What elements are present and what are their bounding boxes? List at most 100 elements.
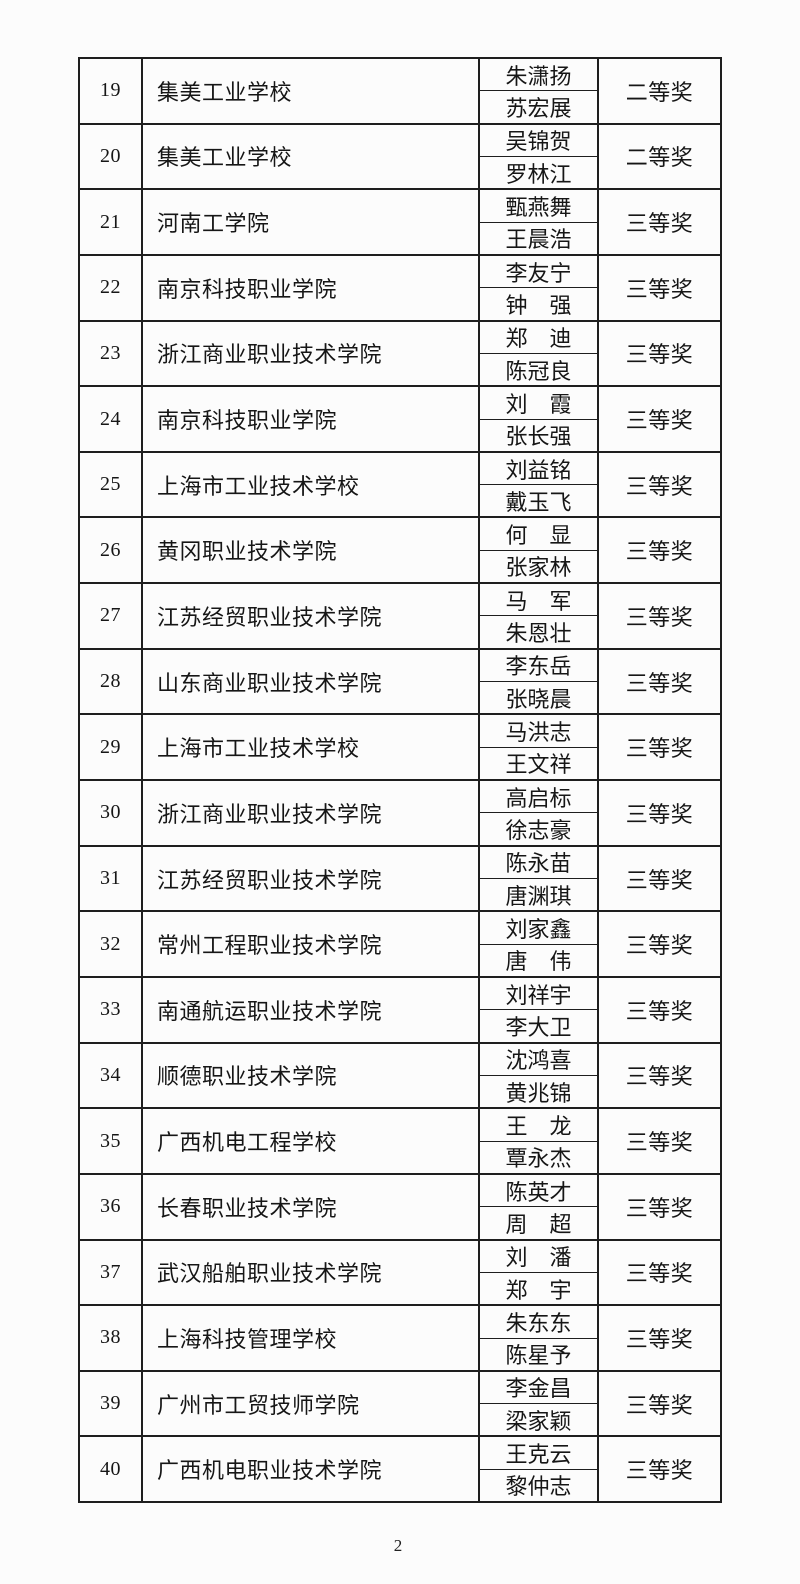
member-name-2: 陈星予 [505,1343,572,1369]
member-name-2: 黎仲志 [505,1474,572,1500]
rank-cell: 29 [80,715,143,780]
table-row: 37 武汉船舶职业技术学院 刘 潘 郑 宇 三等奖 [80,1240,720,1307]
table-row: 25 上海市工业技术学校 刘益铭 戴玉飞 三等奖 [80,452,720,519]
rank-cell: 26 [80,518,143,583]
member-name-1: 沈鸿喜 [480,1044,597,1076]
members-cell: 郑 迪 陈冠良 [480,321,599,386]
rank-cell: 30 [80,781,143,845]
table-row: 32 常州工程职业技术学院 刘家鑫 唐 伟 三等奖 [80,912,720,978]
members-cell: 朱潇扬 苏宏展 [480,59,599,123]
member-name-2: 陈冠良 [505,358,572,384]
table-row: 20 集美工业学校 吴锦贺 罗林江 二等奖 [80,124,720,191]
member-name-1: 马洪志 [480,715,597,748]
members-cell: 李东岳 张晓晨 [480,649,599,714]
member-name-1: 李友宁 [480,256,597,289]
rank-cell: 40 [80,1437,143,1502]
award-cell: 三等奖 [625,1458,694,1484]
award-cell: 三等奖 [625,736,694,762]
award-cell: 三等奖 [625,933,694,959]
rank-cell: 19 [80,59,143,123]
table-row: 27 江苏经贸职业技术学院 马 军 朱恩壮 三等奖 [80,584,720,650]
member-name-2: 唐渊琪 [505,883,572,909]
member-name-2: 苏宏展 [505,96,572,121]
award-cell: 三等奖 [625,1130,694,1156]
school-cell: 南京科技职业学院 [143,387,480,451]
award-cell: 二等奖 [625,145,694,171]
school-cell: 武汉船舶职业技术学院 [143,1240,480,1305]
member-name-1: 甄燕舞 [480,190,597,223]
table-row: 30 浙江商业职业技术学院 高启标 徐志豪 三等奖 [80,781,720,847]
rank-cell: 39 [80,1371,143,1436]
school-cell: 上海市工业技术学校 [143,452,480,517]
table-row: 28 山东商业职业技术学院 李东岳 张晓晨 三等奖 [80,649,720,716]
members-cell: 刘益铭 戴玉飞 [480,452,599,517]
table-row: 34 顺德职业技术学院 沈鸿喜 黄兆锦 三等奖 [80,1043,720,1110]
member-name-1: 吴锦贺 [480,125,597,157]
table-row: 21 河南工学院 甄燕舞 王晨浩 三等奖 [80,190,720,256]
award-cell: 三等奖 [625,1064,694,1090]
member-name-1: 刘家鑫 [480,912,597,945]
member-name-2: 朱恩壮 [505,621,572,647]
member-name-1: 陈英才 [480,1175,597,1208]
members-cell: 吴锦贺 罗林江 [480,124,599,189]
member-name-1: 何 显 [480,518,597,551]
school-cell: 河南工学院 [143,190,480,254]
member-name-2: 张晓晨 [505,686,572,712]
member-name-1: 朱潇扬 [480,59,597,92]
table-row: 24 南京科技职业学院 刘 霞 张长强 三等奖 [80,387,720,453]
table-row: 29 上海市工业技术学校 马洪志 王文祥 三等奖 [80,715,720,782]
table-row: 39 广州市工贸技师学院 李金昌 梁家颖 三等奖 [80,1371,720,1438]
award-cell: 三等奖 [625,801,694,827]
member-name-2: 周 超 [505,1211,572,1237]
table-row: 38 上海科技管理学校 朱东东 陈星予 三等奖 [80,1306,720,1372]
rank-cell: 33 [80,977,143,1042]
school-cell: 山东商业职业技术学院 [143,649,480,714]
members-cell: 刘 潘 郑 宇 [480,1240,599,1305]
award-cell: 二等奖 [625,79,694,105]
rank-cell: 28 [80,649,143,714]
member-name-2: 黄兆锦 [505,1080,572,1106]
members-cell: 朱东东 陈星予 [480,1306,599,1370]
school-cell: 广西机电工程学校 [143,1109,480,1173]
member-name-1: 王克云 [480,1437,597,1470]
table-row: 23 浙江商业职业技术学院 郑 迪 陈冠良 三等奖 [80,321,720,388]
rank-cell: 31 [80,846,143,911]
rank-cell: 21 [80,190,143,254]
award-cell: 三等奖 [625,604,694,630]
member-name-1: 马 军 [480,584,597,617]
table-row: 33 南通航运职业技术学院 刘祥宇 李大卫 三等奖 [80,977,720,1044]
member-name-2: 梁家颖 [505,1408,572,1434]
members-cell: 王 龙 覃永杰 [480,1109,599,1173]
rank-cell: 38 [80,1306,143,1370]
school-cell: 上海科技管理学校 [143,1306,480,1370]
members-cell: 李友宁 钟 强 [480,255,599,320]
member-name-2: 李大卫 [505,1014,572,1040]
table-row: 40 广西机电职业技术学院 王克云 黎仲志 三等奖 [80,1437,720,1502]
rank-cell: 24 [80,387,143,451]
award-cell: 三等奖 [625,473,694,499]
member-name-1: 王 龙 [480,1109,597,1142]
member-name-2: 覃永杰 [505,1146,572,1172]
members-cell: 刘家鑫 唐 伟 [480,912,599,976]
school-cell: 南通航运职业技术学院 [143,977,480,1042]
rank-cell: 35 [80,1109,143,1173]
award-cell: 三等奖 [625,670,694,696]
rank-cell: 25 [80,452,143,517]
rank-cell: 23 [80,321,143,386]
school-cell: 广州市工贸技师学院 [143,1371,480,1436]
award-cell: 三等奖 [625,867,694,893]
award-cell: 三等奖 [625,1326,694,1352]
members-cell: 陈永苗 唐渊琪 [480,846,599,911]
school-cell: 浙江商业职业技术学院 [143,781,480,845]
school-cell: 江苏经贸职业技术学院 [143,846,480,911]
member-name-1: 刘祥宇 [480,978,597,1011]
member-name-2: 徐志豪 [505,818,572,844]
member-name-2: 张长强 [505,424,572,450]
members-cell: 刘 霞 张长强 [480,387,599,451]
table-row: 35 广西机电工程学校 王 龙 覃永杰 三等奖 [80,1109,720,1175]
members-cell: 马洪志 王文祥 [480,715,599,780]
rank-cell: 36 [80,1174,143,1239]
member-name-1: 李东岳 [480,650,597,683]
member-name-2: 郑 宇 [505,1277,572,1303]
page-number: 2 [393,1536,403,1555]
